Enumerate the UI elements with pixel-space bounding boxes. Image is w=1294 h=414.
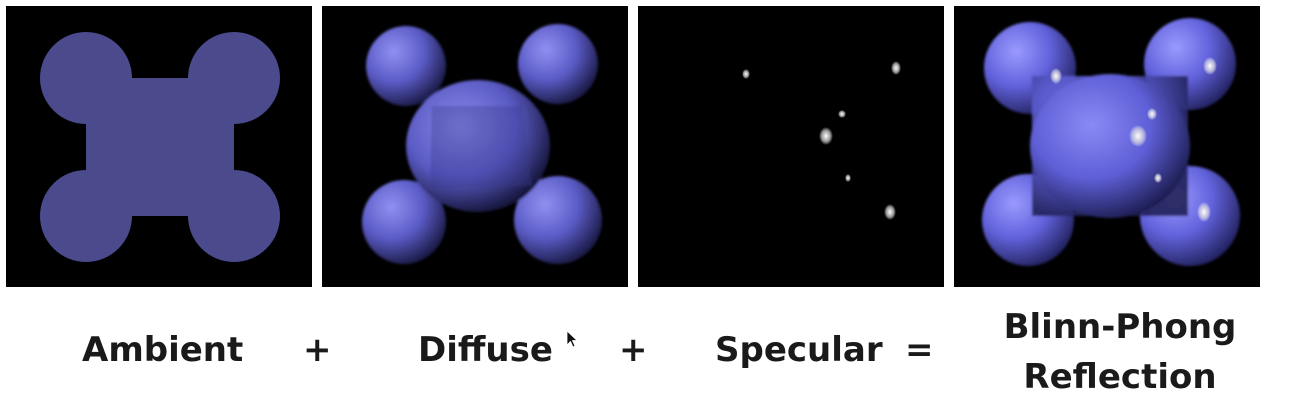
specular-panel <box>638 6 944 287</box>
plus-operator: + <box>619 330 648 370</box>
diffuse-label: Diffuse <box>418 330 553 370</box>
blinn-phong-panel <box>954 6 1260 287</box>
blinn-phong-shape <box>982 18 1240 266</box>
ambient-shape <box>12 12 308 282</box>
equals-operator: = <box>905 330 934 370</box>
blinn-phong-label-line1: Blinn-Phong <box>1003 307 1237 347</box>
mouse-cursor-icon <box>566 330 578 348</box>
specular-label: Specular <box>715 330 883 370</box>
ambient-label: Ambient <box>82 330 244 370</box>
blinn-phong-label: Blinn-Phong Reflection <box>1000 302 1240 402</box>
diffuse-shape <box>362 24 602 264</box>
diffuse-panel <box>322 6 628 287</box>
ambient-panel <box>6 6 312 287</box>
blinn-phong-label-line2: Reflection <box>1023 357 1217 397</box>
specular-highlights <box>742 61 901 220</box>
plus-operator: + <box>303 330 332 370</box>
